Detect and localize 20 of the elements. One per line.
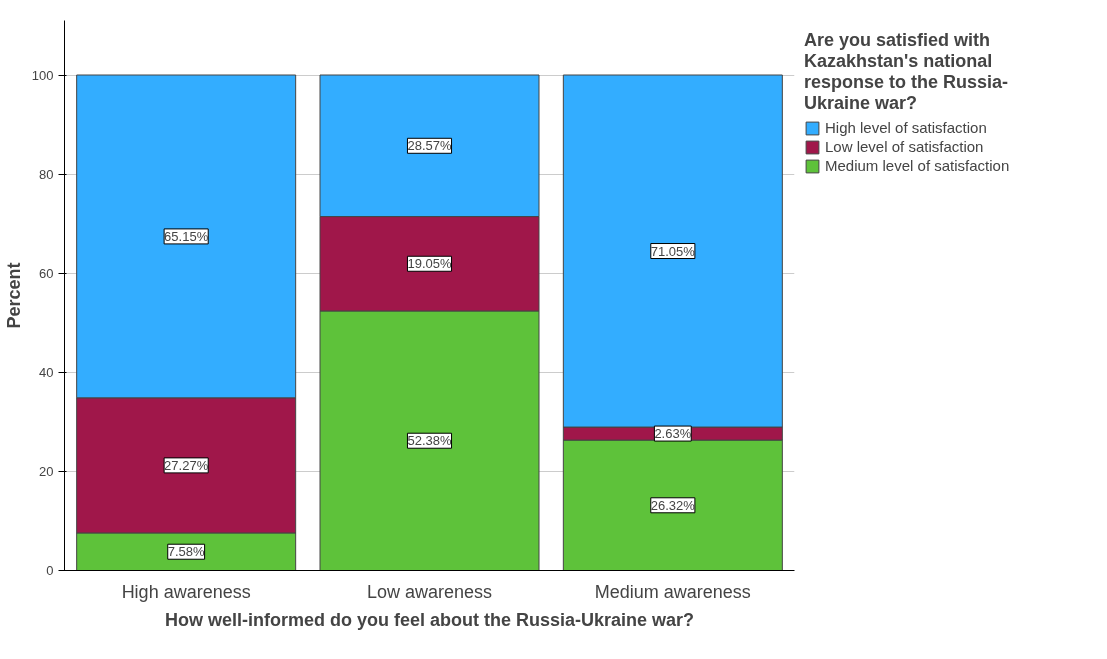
y-tick-label: 20 <box>39 463 54 479</box>
x-tick-label: Low awareness <box>366 581 493 602</box>
x-tick-label: Medium awareness <box>594 581 751 602</box>
legend-label: Medium level of satisfaction <box>825 157 1010 174</box>
y-tick-label: 0 <box>46 563 54 578</box>
legend-title: Are you satisfied with Kazakhstan's national response to the Russia-Ukraine war? <box>804 30 1010 114</box>
x-axis-title: How well-informed do you feel about the Russia-Ukraine war? <box>164 609 695 630</box>
data-label: 7.58% <box>167 544 206 560</box>
data-label: 28.57% <box>407 138 452 154</box>
y-tick-label: 100 <box>31 67 54 83</box>
data-label: 52.38% <box>407 433 452 449</box>
y-axis-title: Percent <box>3 262 24 329</box>
y-tick-label: 40 <box>39 364 54 380</box>
y-tick-label: 80 <box>39 166 54 182</box>
y-tick-label: 60 <box>39 265 54 281</box>
data-label: 2.63% <box>654 426 692 442</box>
x-tick-label: High awareness <box>121 581 251 602</box>
data-label: 19.05% <box>407 256 452 272</box>
legend-label: High level of satisfaction <box>825 119 987 136</box>
legend-label: Low level of satisfaction <box>825 138 984 155</box>
